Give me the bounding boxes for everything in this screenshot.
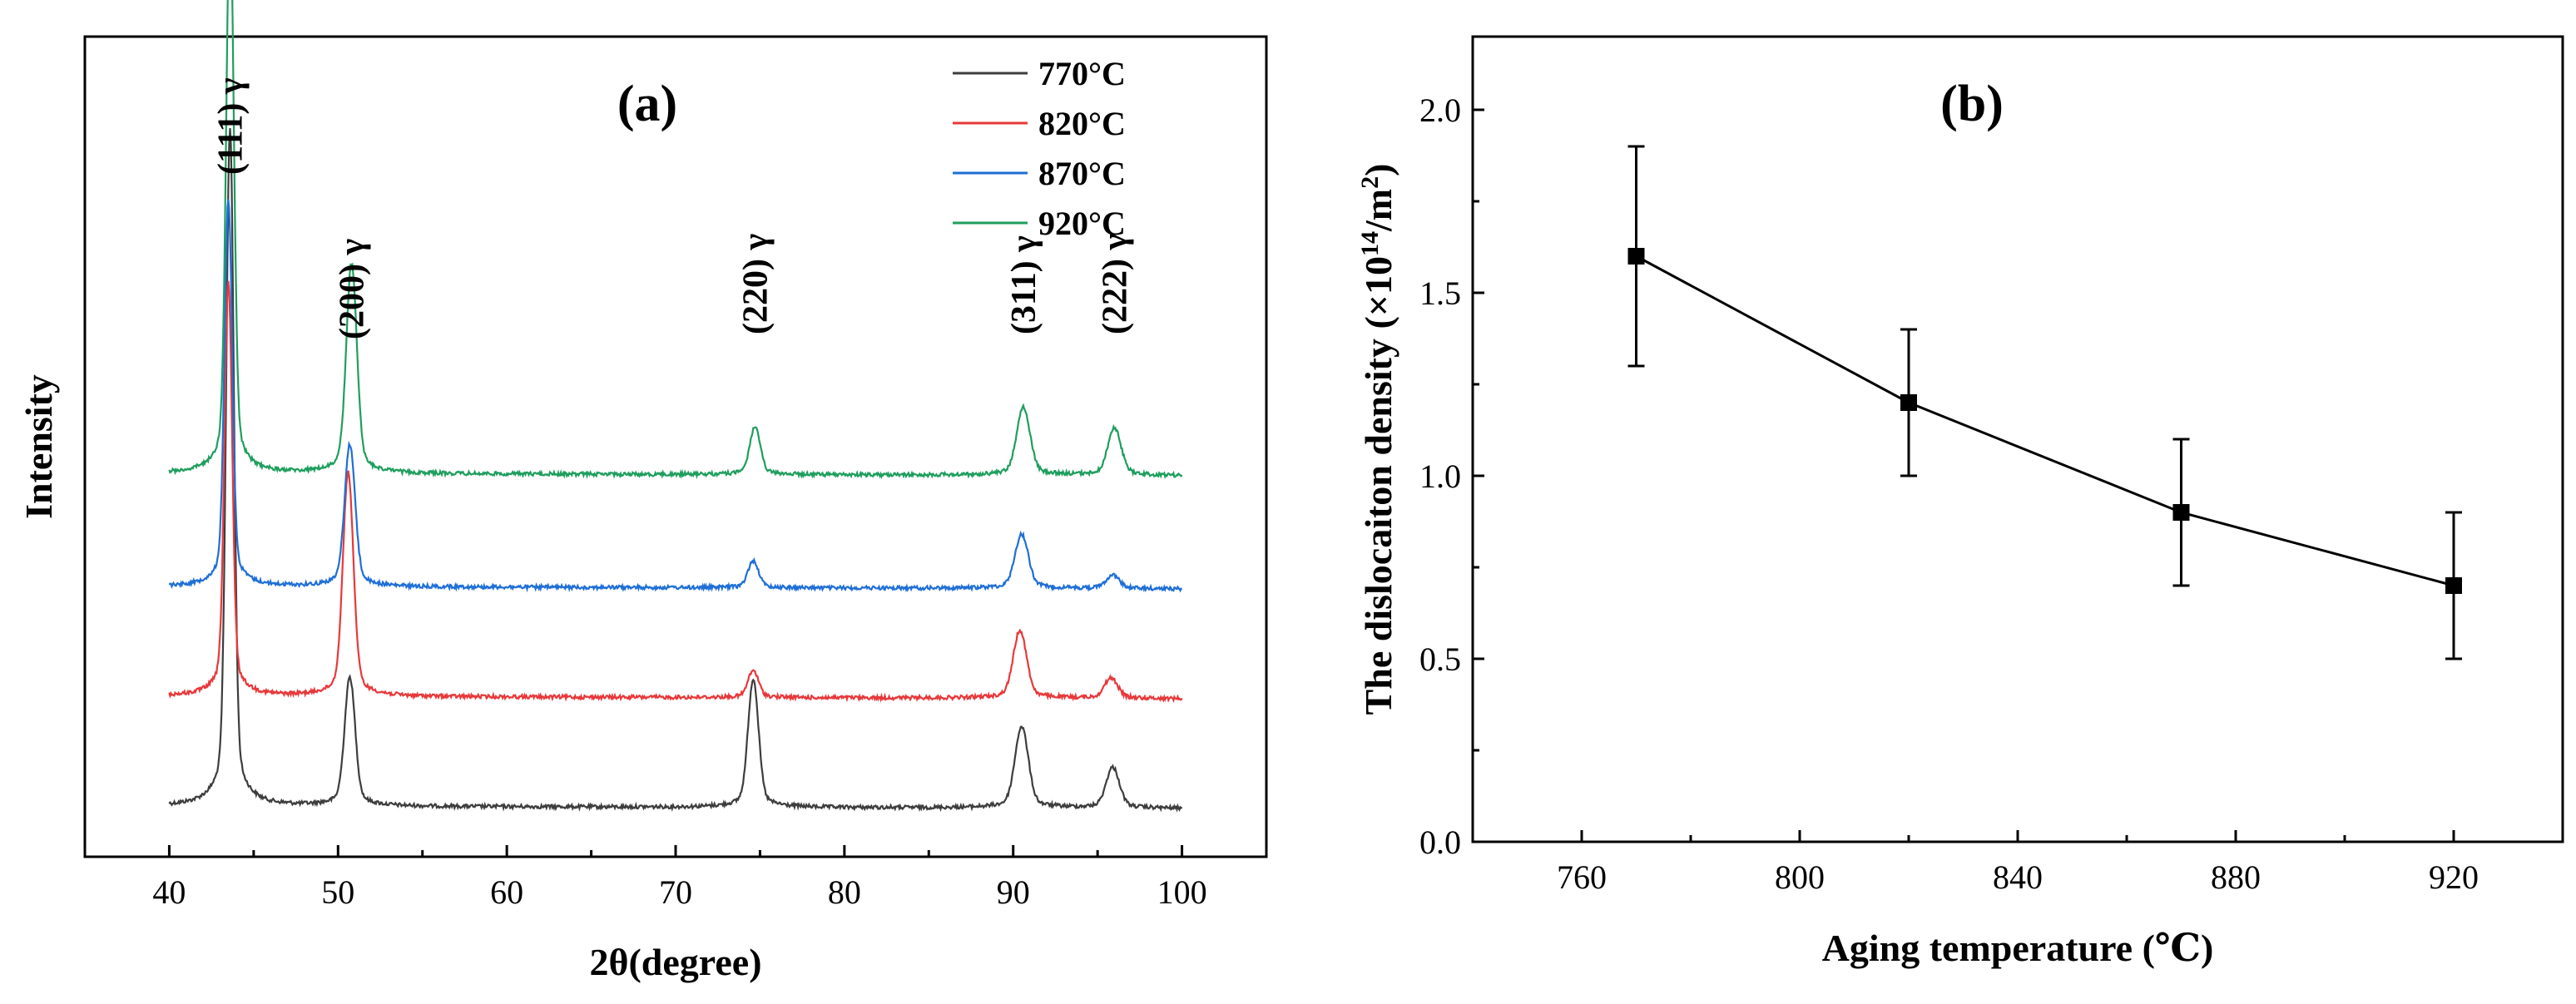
x-tick-label: 880 — [2211, 858, 2261, 896]
panel-b-y-axis: 0.0 0.5 1.0 1.5 2.0 — [1419, 91, 1484, 861]
x-tick-label: 70 — [659, 873, 692, 911]
panel-a-legend: 770°C 820°C 870°C 920°C — [953, 55, 1126, 242]
y-tick-label: 2.0 — [1419, 91, 1461, 129]
peak-annotation: (111) γ — [211, 77, 250, 175]
legend-label: 770°C — [1038, 55, 1126, 92]
panel-a-x-axis-label: 2θ(degree) — [589, 941, 761, 983]
peak-annotation: (311) γ — [1005, 235, 1043, 334]
panel-b-dislocation-chart: 760 800 840 880 920 0.0 0.5 1.0 1.5 2.0 (b) Agin… — [1356, 35, 2564, 969]
x-tick-label: 800 — [1775, 858, 1825, 896]
panel-a-xrd-chart: 40 50 60 70 80 90 100 (111) γ (200) γ (220) γ (31… — [17, 0, 1268, 983]
data-point — [2445, 577, 2462, 594]
x-tick-label: 90 — [997, 873, 1030, 911]
x-tick-label: 920 — [2429, 858, 2479, 896]
x-tick-label: 100 — [1157, 873, 1207, 911]
peak-annotation: (222) γ — [1096, 234, 1134, 334]
y-tick-label: 0.5 — [1419, 640, 1461, 678]
x-tick-label: 840 — [1993, 858, 2043, 896]
legend-label: 820°C — [1038, 105, 1126, 142]
x-tick-label: 760 — [1557, 858, 1607, 896]
panel-a-y-axis-label: Intensity — [17, 374, 60, 519]
panel-b-y-axis-label: The dislocaiton density (×1014/m2) — [1356, 164, 1399, 715]
trace-770°C — [168, 127, 1183, 813]
legend-label: 920°C — [1038, 205, 1126, 242]
panel-b-x-axis-label: Aging temperature (℃) — [1822, 927, 2214, 969]
y-label-exp2: 2 — [1356, 176, 1384, 189]
data-point — [2172, 504, 2190, 521]
y-tick-label: 1.5 — [1419, 274, 1461, 312]
y-label-end: ) — [1357, 164, 1399, 176]
y-tick-label: 1.0 — [1419, 457, 1461, 495]
panel-b-label: (b) — [1940, 76, 2004, 132]
panel-a-traces — [168, 0, 1183, 813]
peak-annotation: (200) γ — [334, 239, 372, 339]
panel-a-peak-annotations: (111) γ (200) γ (220) γ (311) γ (222) γ — [211, 77, 1134, 339]
trace-870°C — [168, 199, 1183, 593]
peak-annotation: (220) γ — [736, 234, 775, 334]
y-label-mid: /m — [1357, 189, 1399, 232]
panel-b-x-axis: 760 800 840 880 920 — [1557, 830, 2479, 896]
trace-820°C — [168, 280, 1183, 704]
legend-label: 870°C — [1038, 155, 1126, 192]
y-label-exp1: 14 — [1356, 231, 1384, 256]
trace-920°C — [168, 0, 1183, 480]
panel-a-x-axis: 40 50 60 70 80 90 100 — [152, 845, 1207, 911]
panel-b-series — [1627, 145, 2462, 660]
series-line — [1635, 255, 2455, 587]
y-tick-label: 0.0 — [1419, 823, 1461, 861]
x-tick-label: 40 — [152, 873, 186, 911]
x-tick-label: 80 — [828, 873, 861, 911]
y-label-main: The dislocaiton density (×10 — [1357, 256, 1399, 715]
x-tick-label: 60 — [490, 873, 523, 911]
x-tick-label: 50 — [321, 873, 354, 911]
data-point — [1627, 248, 1645, 265]
panel-a-label: (a) — [617, 76, 677, 132]
data-point — [1900, 394, 1917, 411]
